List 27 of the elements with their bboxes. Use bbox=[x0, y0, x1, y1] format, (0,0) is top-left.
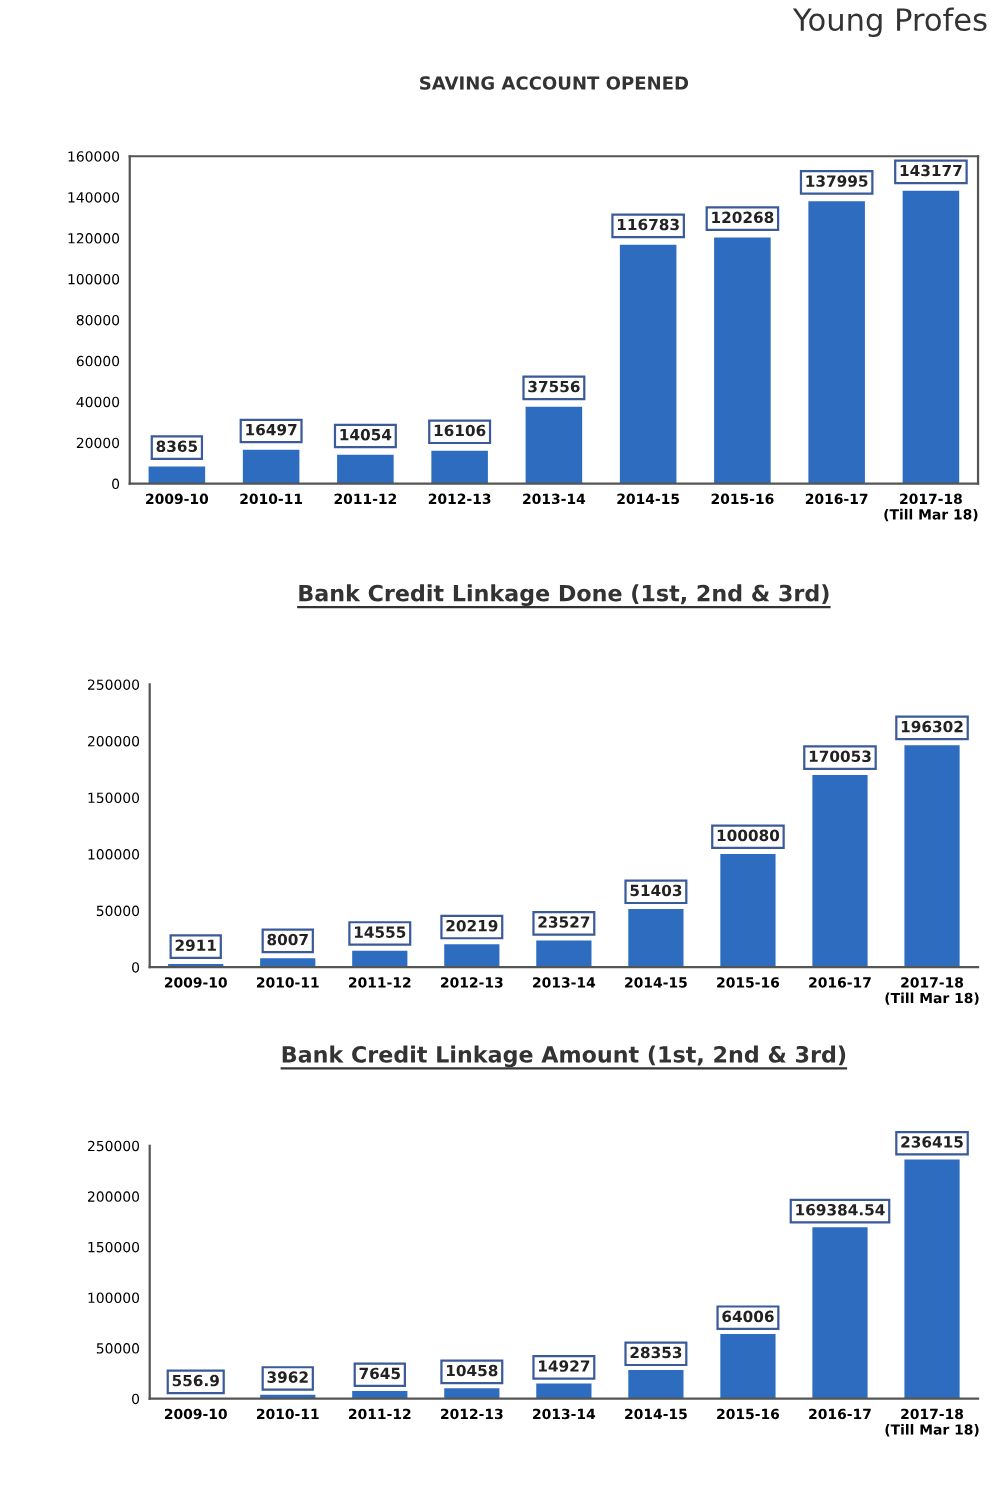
bar bbox=[352, 950, 408, 968]
bar bbox=[337, 454, 394, 484]
bar bbox=[525, 406, 583, 484]
chart-title: SAVING ACCOUNT OPENED bbox=[420, 76, 689, 90]
bar bbox=[619, 244, 677, 484]
text: Young Profes bbox=[792, 7, 987, 38]
bar bbox=[444, 944, 500, 968]
bar bbox=[902, 190, 960, 484]
bar bbox=[904, 745, 960, 968]
bar bbox=[628, 1370, 684, 1399]
bar bbox=[444, 1388, 500, 1399]
bar bbox=[904, 1159, 960, 1399]
bar bbox=[431, 450, 488, 484]
bar bbox=[812, 774, 868, 968]
bar bbox=[628, 909, 684, 968]
bar bbox=[812, 1227, 868, 1399]
bar bbox=[148, 466, 206, 484]
bar bbox=[720, 854, 776, 968]
bar bbox=[808, 201, 865, 484]
bar bbox=[242, 449, 300, 484]
bar bbox=[536, 1383, 592, 1399]
bar bbox=[714, 237, 771, 484]
bar bbox=[352, 1390, 408, 1399]
chart-title: Bank Credit Linkage Amount (1st, 2nd & 3rd) bbox=[282, 1045, 846, 1068]
bar bbox=[536, 940, 592, 968]
chart-title: Bank Credit Linkage Done (1st, 2nd & 3rd) bbox=[299, 584, 829, 606]
bar bbox=[720, 1333, 776, 1399]
